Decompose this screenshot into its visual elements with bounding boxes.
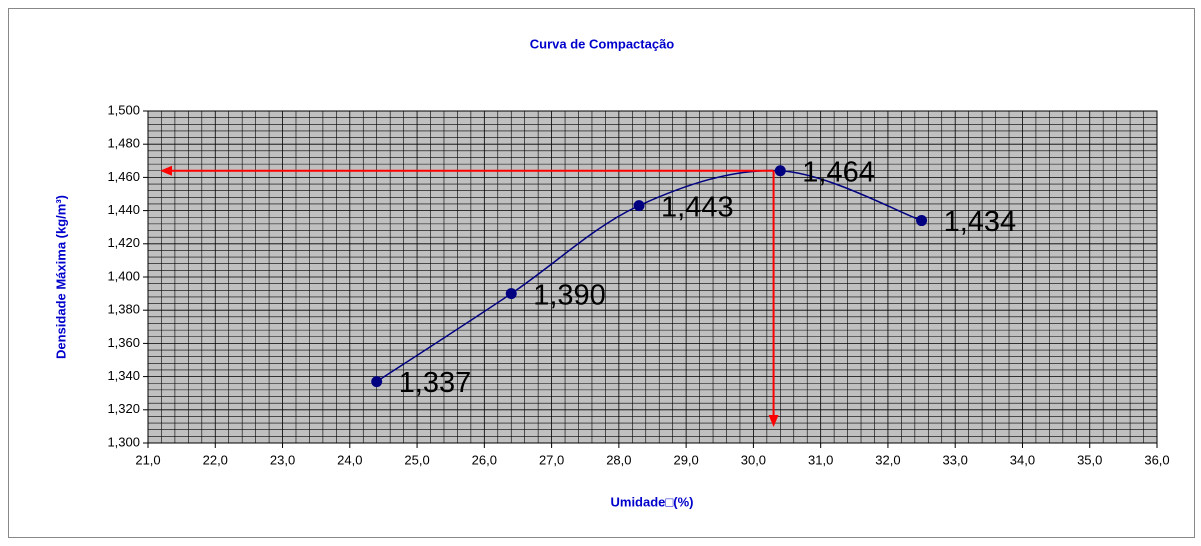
x-tick-label: 25,0 (404, 452, 429, 467)
y-tick-label: 1,320 (107, 401, 140, 416)
x-tick-label: 27,0 (539, 452, 564, 467)
x-tick-label: 30,0 (741, 452, 766, 467)
x-tick-label: 36,0 (1144, 452, 1169, 467)
x-tick-label: 29,0 (673, 452, 698, 467)
data-point (774, 165, 786, 177)
y-axis-title: Densidade Máxima (kg/m³) (53, 195, 68, 359)
data-label: 1,443 (661, 191, 734, 223)
y-tick-label: 1,440 (107, 202, 140, 217)
data-label: 1,337 (399, 367, 472, 399)
y-tick-label: 1,480 (107, 136, 140, 151)
x-tick-label: 23,0 (270, 452, 295, 467)
y-tick-label: 1,500 (107, 102, 140, 117)
x-axis-title: Umidade□(%) (611, 494, 694, 509)
data-point (916, 215, 928, 227)
x-tick-label: 35,0 (1077, 452, 1102, 467)
data-point (505, 288, 517, 300)
x-tick-label: 31,0 (808, 452, 833, 467)
y-tick-label: 1,420 (107, 235, 140, 250)
arrow-head (768, 415, 779, 427)
x-tick-label: 26,0 (472, 452, 497, 467)
data-point (633, 200, 645, 212)
x-tick-label: 28,0 (606, 452, 631, 467)
x-tick-label: 34,0 (1010, 452, 1035, 467)
y-tick-label: 1,380 (107, 302, 140, 317)
data-point (371, 376, 383, 388)
data-label: 1,464 (802, 156, 875, 188)
chart-title: Curva de Compactação (530, 36, 675, 51)
x-tick-label: 33,0 (943, 452, 968, 467)
y-tick-label: 1,460 (107, 169, 140, 184)
data-label: 1,434 (944, 206, 1017, 238)
x-tick-label: 21,0 (135, 452, 160, 467)
x-tick-label: 24,0 (337, 452, 362, 467)
x-tick-label: 32,0 (875, 452, 900, 467)
data-label: 1,390 (533, 279, 606, 311)
x-tick-label: 22,0 (203, 452, 228, 467)
y-tick-label: 1,360 (107, 335, 140, 350)
y-tick-label: 1,400 (107, 268, 140, 283)
plot-frame (147, 110, 1158, 444)
y-tick-label: 1,300 (107, 434, 140, 449)
arrow-head (160, 165, 172, 176)
y-tick-label: 1,340 (107, 368, 140, 383)
